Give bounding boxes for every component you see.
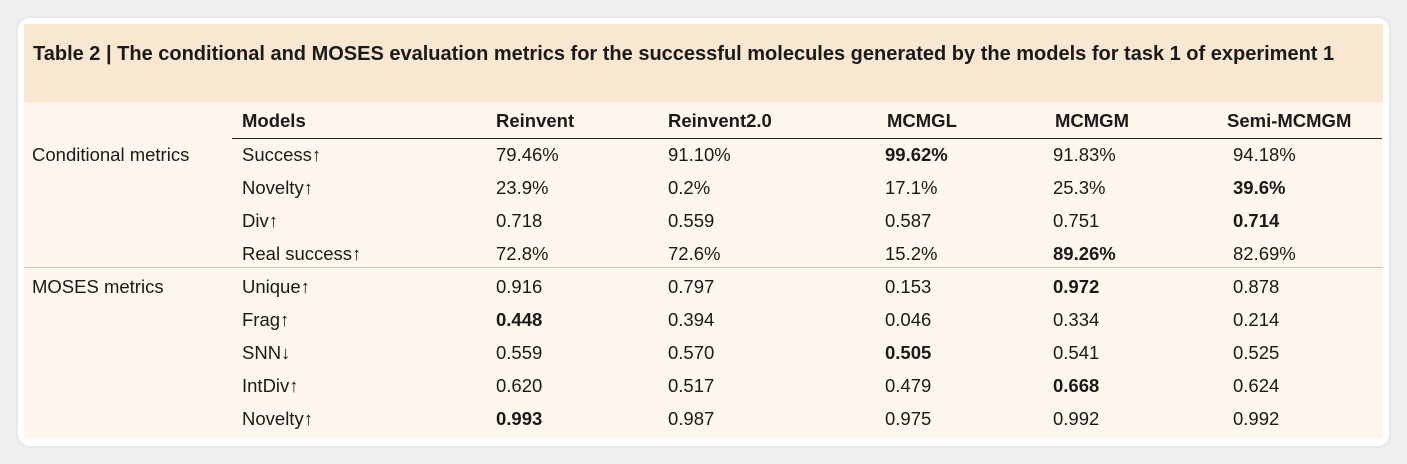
- cell-mcmgl: 0.046: [885, 308, 932, 330]
- table-title: Table 2 | The conditional and MOSES eval…: [33, 43, 1335, 65]
- table-panel: Table 2 | The conditional and MOSES eval…: [24, 24, 1383, 438]
- table-row: IntDiv↑ 0.620 0.517 0.479 0.668 0.624: [24, 369, 1383, 402]
- group-label-empty: [24, 204, 242, 237]
- cell-semi-mcmgm: 0.878: [1233, 275, 1280, 297]
- group-label-empty: [24, 369, 242, 402]
- cell-reinvent: 0.993: [496, 407, 543, 429]
- group-label: MOSES metrics: [32, 275, 164, 297]
- cell-semi-mcmgm: 82.69%: [1233, 242, 1296, 264]
- cell-mcmgm: 0.751: [1053, 209, 1100, 231]
- table-row: SNN↓ 0.559 0.570 0.505 0.541 0.525: [24, 336, 1383, 369]
- cell-reinvent2: 0.517: [668, 374, 715, 396]
- cell-mcmgl: 17.1%: [885, 176, 938, 198]
- cell-reinvent: 0.448: [496, 308, 543, 330]
- cell-semi-mcmgm: 0.624: [1233, 374, 1280, 396]
- cell-mcmgl: 0.587: [885, 209, 932, 231]
- cell-mcmgm: 0.972: [1053, 275, 1100, 297]
- cell-reinvent2: 0.797: [668, 275, 715, 297]
- metric-name: Div↑: [242, 209, 278, 231]
- table-row: Novelty↑ 23.9% 0.2% 17.1% 25.3% 39.6%: [24, 171, 1383, 204]
- table-row: MOSES metrics Unique↑ 0.916 0.797 0.153 0.972…: [24, 270, 1383, 303]
- group-label: Conditional metrics: [32, 143, 190, 165]
- table-row: Frag↑ 0.448 0.394 0.046 0.334 0.214: [24, 303, 1383, 336]
- cell-mcmgm: 91.83%: [1053, 143, 1116, 165]
- cell-reinvent: 72.8%: [496, 242, 549, 264]
- cell-mcmgl: 0.153: [885, 275, 932, 297]
- group-label-empty: [24, 336, 242, 369]
- table-card: Table 2 | The conditional and MOSES eval…: [18, 18, 1389, 446]
- table-row: Real success↑ 72.8% 72.6% 15.2% 89.26% 82.69%: [24, 237, 1383, 270]
- metric-name: Unique↑: [242, 275, 310, 297]
- metric-name: IntDiv↑: [242, 374, 299, 396]
- table-row: Novelty↑ 0.993 0.987 0.975 0.992 0.992: [24, 402, 1383, 435]
- header-models: Models: [242, 110, 306, 131]
- metric-name: Novelty↑: [242, 176, 313, 198]
- cell-reinvent2: 72.6%: [668, 242, 721, 264]
- cell-reinvent: 79.46%: [496, 143, 559, 165]
- cell-semi-mcmgm: 0.714: [1233, 209, 1280, 231]
- group-label-empty: [24, 402, 242, 435]
- cell-semi-mcmgm: 0.525: [1233, 341, 1280, 363]
- header-semi-mcmgm: Semi-MCMGM: [1227, 110, 1352, 131]
- cell-mcmgl: 0.479: [885, 374, 932, 396]
- cell-reinvent: 23.9%: [496, 176, 549, 198]
- group-label-empty: [24, 237, 242, 270]
- cell-mcmgm: 0.668: [1053, 374, 1100, 396]
- header-reinvent: Reinvent: [496, 110, 575, 131]
- header-row: Models Reinvent Reinvent2.0 MCMGL MCMGM …: [24, 104, 1383, 138]
- metric-name: SNN↓: [242, 341, 291, 363]
- cell-mcmgm: 89.26%: [1053, 242, 1116, 264]
- cell-mcmgm: 0.541: [1053, 341, 1100, 363]
- group-label-empty: [24, 171, 242, 204]
- cell-semi-mcmgm: 39.6%: [1233, 176, 1286, 198]
- metrics-table: Models Reinvent Reinvent2.0 MCMGL MCMGM …: [24, 104, 1383, 435]
- cell-reinvent2: 0.559: [668, 209, 715, 231]
- cell-mcmgl: 15.2%: [885, 242, 938, 264]
- cell-reinvent: 0.559: [496, 341, 543, 363]
- cell-mcmgl: 0.975: [885, 407, 932, 429]
- cell-semi-mcmgm: 0.214: [1233, 308, 1280, 330]
- group-label-empty: [24, 303, 242, 336]
- title-band: Table 2 | The conditional and MOSES eval…: [24, 24, 1383, 102]
- table-row: Conditional metrics Success↑ 79.46% 91.10% 9…: [24, 138, 1383, 171]
- header-group-column: [24, 104, 242, 138]
- cell-mcmgm: 0.992: [1053, 407, 1100, 429]
- table-body: Conditional metrics Success↑ 79.46% 91.10% 9…: [24, 138, 1383, 435]
- header-divider: [232, 138, 1382, 139]
- metric-name: Real success↑: [242, 242, 362, 264]
- cell-reinvent2: 0.987: [668, 407, 715, 429]
- cell-mcmgl: 99.62%: [885, 143, 948, 165]
- cell-mcmgm: 0.334: [1053, 308, 1100, 330]
- table-row: Div↑ 0.718 0.559 0.587 0.751 0.714: [24, 204, 1383, 237]
- cell-reinvent2: 0.570: [668, 341, 715, 363]
- cell-reinvent: 0.916: [496, 275, 543, 297]
- header-mcmgl: MCMGL: [887, 110, 957, 131]
- cell-mcmgm: 25.3%: [1053, 176, 1106, 198]
- header-mcmgm: MCMGM: [1055, 110, 1129, 131]
- metric-name: Novelty↑: [242, 407, 313, 429]
- cell-reinvent2: 0.2%: [668, 176, 711, 198]
- header-reinvent2: Reinvent2.0: [668, 110, 772, 131]
- cell-semi-mcmgm: 94.18%: [1233, 143, 1296, 165]
- cell-reinvent2: 0.394: [668, 308, 715, 330]
- cell-semi-mcmgm: 0.992: [1233, 407, 1280, 429]
- cell-mcmgl: 0.505: [885, 341, 932, 363]
- group-divider: [24, 267, 1383, 268]
- cell-reinvent2: 91.10%: [668, 143, 731, 165]
- cell-reinvent: 0.620: [496, 374, 543, 396]
- cell-reinvent: 0.718: [496, 209, 543, 231]
- metric-name: Success↑: [242, 143, 322, 165]
- metric-name: Frag↑: [242, 308, 290, 330]
